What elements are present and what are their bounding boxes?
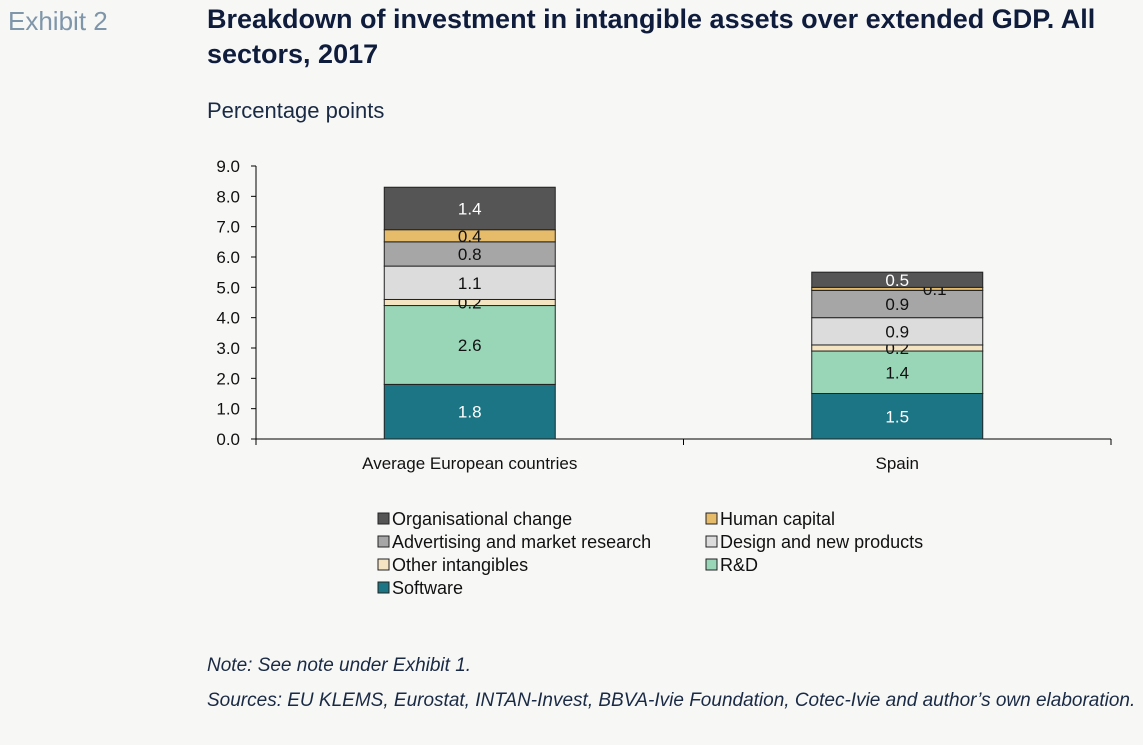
bar-segment	[811, 393, 984, 440]
chart-note: Note: See note under Exhibit 1.	[207, 655, 472, 676]
y-tick-label: 3.0	[216, 339, 240, 358]
bar-value-label: 0.9	[885, 295, 909, 314]
stacked-bar-chart: 0.01.02.03.04.05.06.07.08.09.01.82.60.21…	[216, 157, 1112, 598]
bar-value-label: 0.9	[885, 322, 909, 341]
legend-swatch	[705, 535, 718, 548]
legend-label: Organisational change	[392, 509, 572, 529]
y-tick-label: 0.0	[216, 430, 240, 449]
legend-label: Other intangibles	[392, 555, 528, 575]
bar-segment	[811, 350, 984, 394]
x-category-label: Spain	[876, 454, 919, 473]
bar-segment	[383, 383, 556, 440]
chart-subtitle: Percentage points	[207, 98, 385, 123]
bar-value-label: 1.4	[885, 363, 909, 382]
y-tick-label: 9.0	[216, 157, 240, 176]
legend-swatch	[377, 535, 390, 548]
bar-value-label: 0.8	[458, 245, 482, 264]
y-tick-label: 2.0	[216, 369, 240, 388]
bar-segment	[383, 265, 556, 300]
bar-segment	[383, 186, 556, 231]
chart-sources: Sources: EU KLEMS, Eurostat, INTAN-Inves…	[207, 690, 1136, 711]
bar-value-label: 2.6	[458, 336, 482, 355]
y-tick-label: 4.0	[216, 309, 240, 328]
legend-label: Software	[392, 578, 463, 598]
y-tick-label: 6.0	[216, 248, 240, 267]
bar-value-label: 1.8	[458, 403, 482, 422]
legend-swatch	[705, 558, 718, 571]
bar-value-label: 1.5	[885, 407, 909, 426]
legend-label: Design and new products	[720, 532, 923, 552]
chart-title: Breakdown of investment in intangible as…	[207, 4, 1096, 69]
legend-label: Human capital	[720, 509, 835, 529]
legend-swatch	[705, 512, 718, 525]
y-tick-label: 8.0	[216, 187, 240, 206]
bar-value-label: 0.4	[458, 227, 482, 246]
legend-swatch	[377, 581, 390, 594]
y-tick-label: 1.0	[216, 400, 240, 419]
bar-value-label: 1.4	[458, 199, 482, 218]
bar-value-label: 0.5	[885, 271, 909, 290]
x-category-label: Average European countries	[362, 454, 577, 473]
bar-segment	[383, 305, 556, 385]
legend-swatch	[377, 558, 390, 571]
bar-value-label: 1.1	[458, 274, 482, 293]
legend-label: R&D	[720, 555, 758, 575]
exhibit-label: Exhibit 2	[8, 6, 108, 36]
bar-segment	[811, 271, 984, 288]
legend-swatch	[377, 512, 390, 525]
legend-label: Advertising and market research	[392, 532, 651, 552]
y-tick-label: 7.0	[216, 218, 240, 237]
bar-segment	[383, 241, 556, 267]
y-tick-label: 5.0	[216, 278, 240, 297]
